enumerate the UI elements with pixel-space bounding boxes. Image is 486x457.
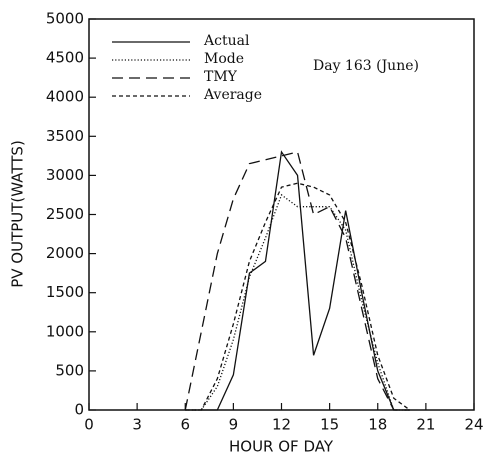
y-tick-label: 2000 xyxy=(46,244,84,262)
x-tick-label: 6 xyxy=(180,416,190,434)
x-tick-label: 18 xyxy=(368,416,387,434)
legend-label: TMY xyxy=(204,69,238,85)
y-tick-label: 5000 xyxy=(46,10,84,28)
x-axis-label: HOUR OF DAY xyxy=(229,438,334,456)
y-tick-label: 4000 xyxy=(46,88,84,106)
series-line xyxy=(184,151,410,411)
y-tick-label: 2500 xyxy=(46,205,84,223)
x-tick-label: 9 xyxy=(229,416,239,434)
y-tick-label: 1500 xyxy=(46,283,84,301)
y-tick-label: 0 xyxy=(74,401,84,419)
series-line xyxy=(185,182,411,411)
y-tick-label: 1000 xyxy=(46,322,84,340)
annotation: Day 163 (June) xyxy=(313,58,419,74)
x-tick-label: 3 xyxy=(132,416,142,434)
legend-label: Average xyxy=(203,87,262,103)
x-tick-label: 15 xyxy=(320,416,339,434)
y-tick-label: 500 xyxy=(55,361,84,379)
x-tick-label: 24 xyxy=(464,416,483,434)
series-line xyxy=(185,193,410,411)
y-tick-label: 3500 xyxy=(46,127,84,145)
x-tick-label: 0 xyxy=(84,416,94,434)
y-tick-label: 3000 xyxy=(46,166,84,184)
y-tick-label: 4500 xyxy=(46,49,84,67)
x-tick-label: 21 xyxy=(416,416,435,434)
legend-label: Actual xyxy=(203,33,250,49)
x-tick-label: 12 xyxy=(272,416,291,434)
legend-label: Mode xyxy=(204,51,244,67)
y-axis-label: PV OUTPUT(WATTS) xyxy=(9,140,27,288)
